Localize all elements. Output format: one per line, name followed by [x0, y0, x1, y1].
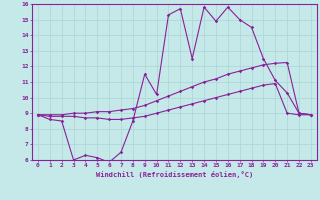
X-axis label: Windchill (Refroidissement éolien,°C): Windchill (Refroidissement éolien,°C): [96, 171, 253, 178]
